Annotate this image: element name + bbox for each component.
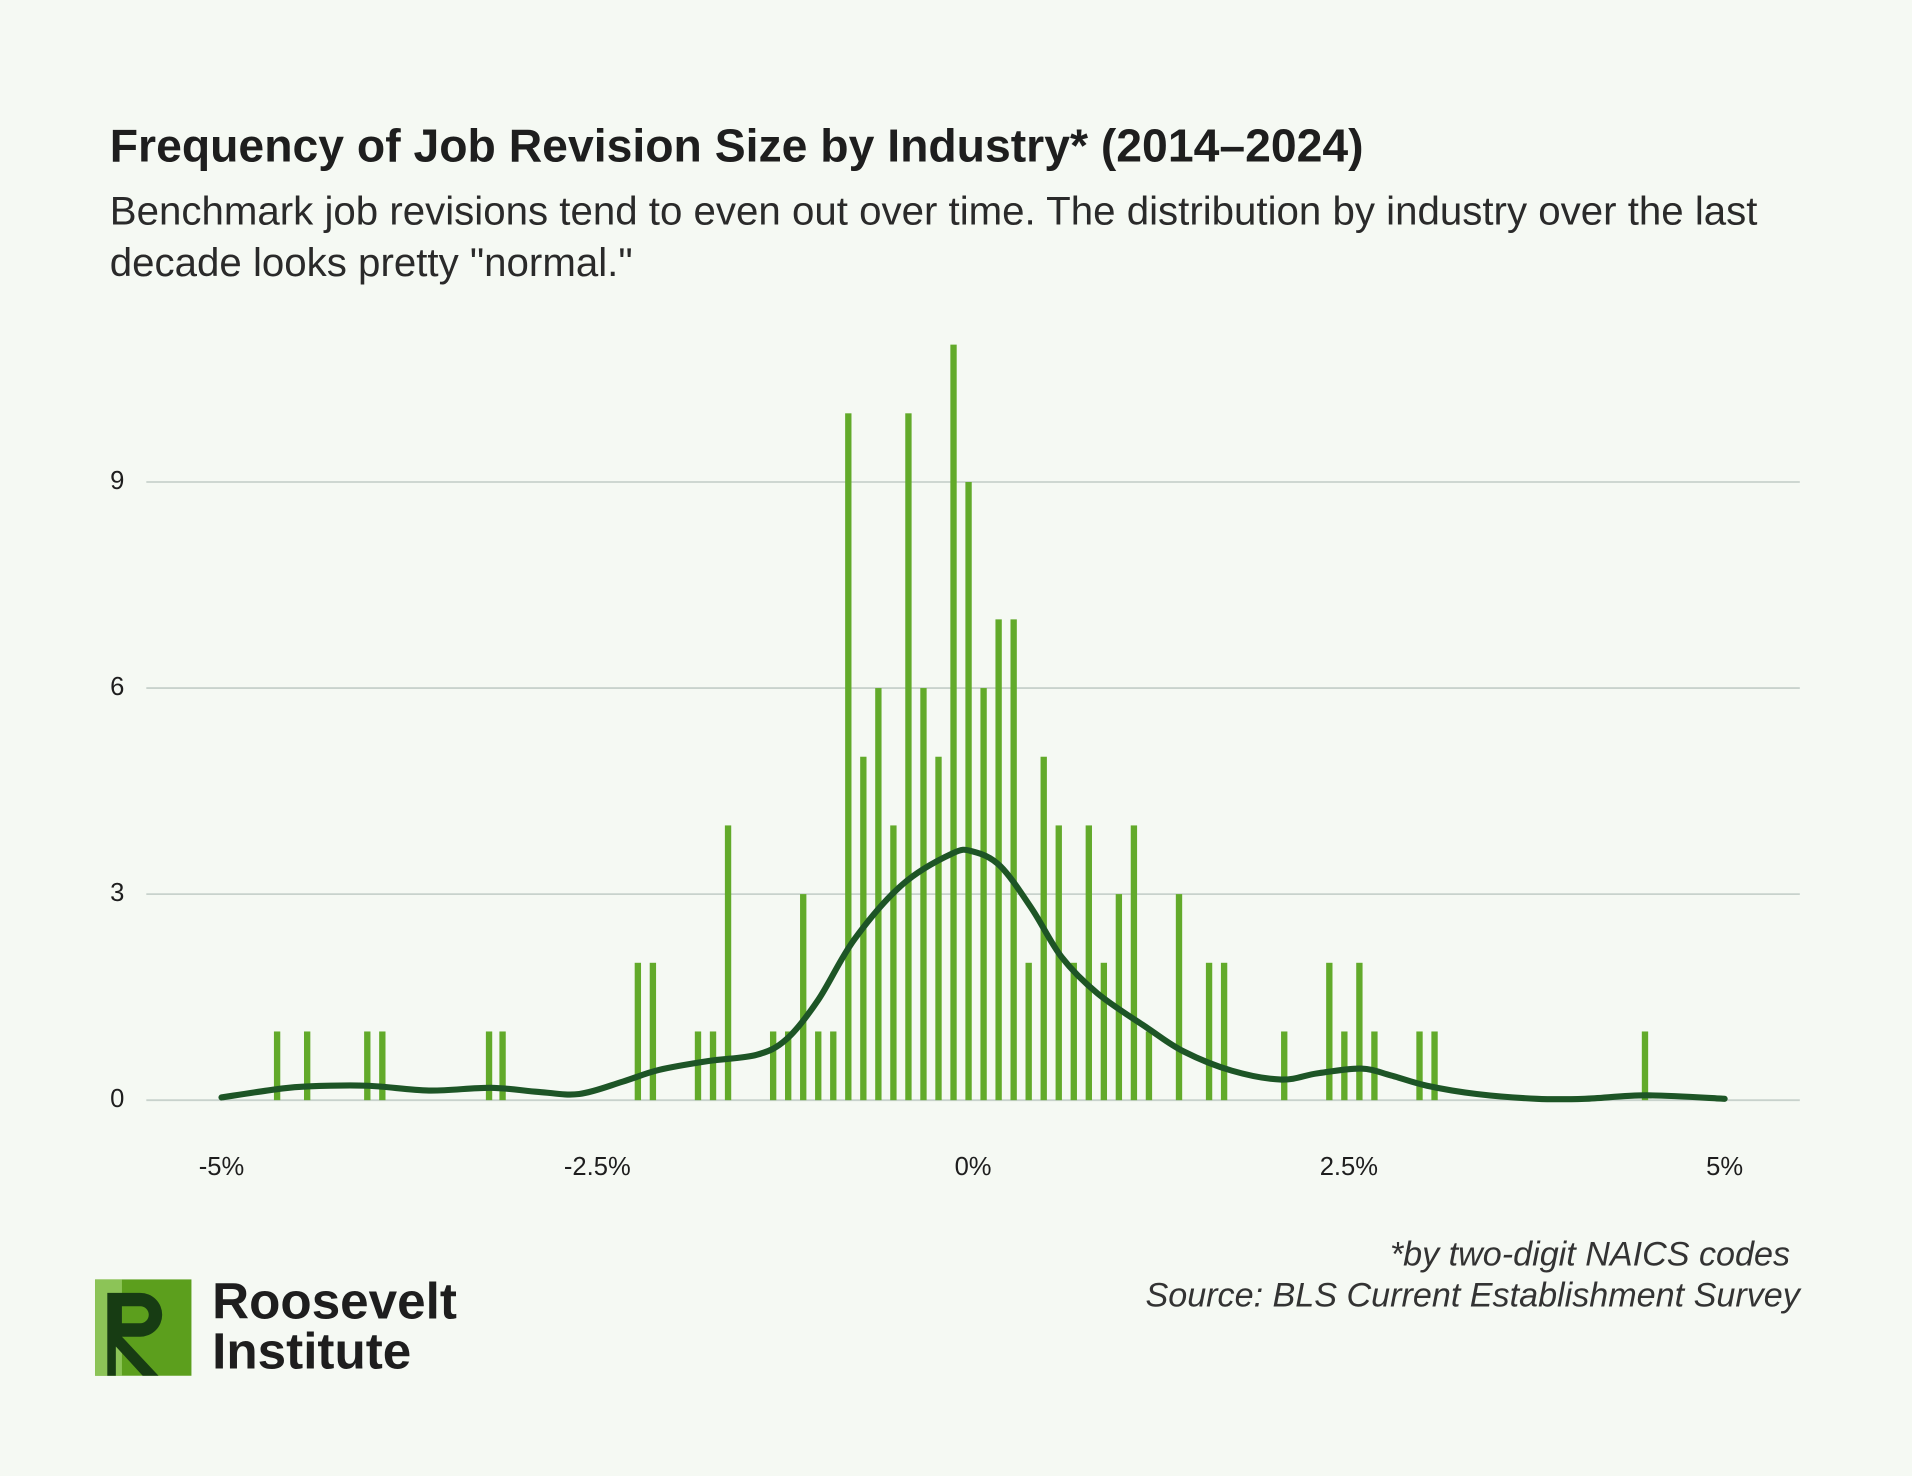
bar [1070,962,1077,1101]
bar [1205,962,1213,1101]
bar [1055,825,1062,1101]
bar [1416,1031,1423,1101]
bar [845,413,852,1101]
logo-r [107,1292,163,1376]
bar [724,825,732,1101]
density-line [218,846,1728,1103]
bar [499,1031,506,1101]
logo-text: Institute [212,1323,411,1380]
bar [364,1031,371,1101]
y-tick-label: 3 [110,879,124,907]
bar [830,1031,837,1101]
bar [1220,962,1228,1101]
bar [303,1031,311,1101]
bar [1025,962,1032,1101]
bar [800,894,807,1101]
bar [1115,894,1123,1101]
bar [1145,1031,1153,1101]
bar [1641,1031,1649,1101]
y-tick-label: 6 [110,673,124,701]
x-tick-label: -2.5% [564,1153,631,1181]
bar [1431,1031,1438,1101]
bar [875,688,882,1101]
bar [935,756,942,1101]
bar [1341,1031,1348,1101]
bar [1085,825,1092,1101]
bar [634,962,642,1101]
bar [1175,894,1183,1101]
subtitle-box: Benchmark job revisions tend to even out… [109,188,1758,285]
bar [965,481,972,1101]
bar [995,619,1002,1101]
x-tick-label: -5% [199,1153,245,1181]
bar [1356,962,1363,1101]
bar [950,344,957,1101]
bar [709,1031,717,1101]
y-tick-label: 0 [110,1085,124,1113]
y-tick-label: 9 [110,467,124,495]
bar [1281,1031,1288,1101]
bar [1010,619,1017,1101]
x-tick-label: 0% [955,1153,992,1181]
source-note: Source: BLS Current Establishment Survey [1145,1277,1801,1315]
x-tick-label: 2.5% [1320,1153,1378,1181]
bar [785,1031,792,1101]
chart-title: Frequency of Job Revision Size by Indust… [110,119,1364,171]
logo: Roosevelt Institute [95,1273,457,1380]
bar [769,1031,777,1101]
bar [694,1031,702,1101]
bar [485,1031,493,1101]
chart-subtitle: Benchmark job revisions tend to even out… [109,188,1758,285]
bar [920,688,927,1101]
bar [890,825,897,1101]
bar [649,962,657,1101]
footnote: *by two-digit NAICS codes [1390,1235,1790,1273]
bar [905,413,912,1101]
bar [980,688,987,1101]
bar [273,1031,281,1101]
bar [379,1031,386,1101]
logo-text: Roosevelt [212,1273,457,1330]
x-tick-label: 5% [1706,1153,1743,1181]
bar [1100,962,1108,1101]
bar [1326,962,1333,1101]
bar [815,1031,822,1101]
bar [1130,825,1138,1101]
bar [1371,1031,1378,1101]
